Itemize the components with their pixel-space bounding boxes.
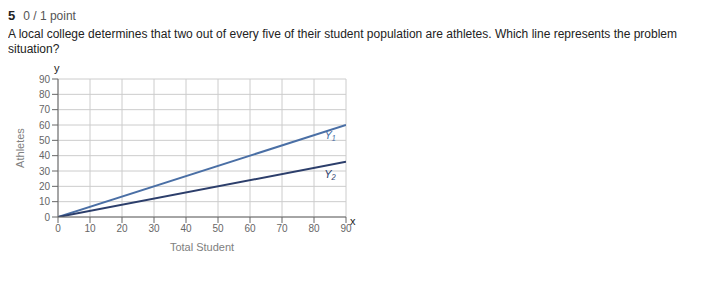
html-text:x: x — [350, 215, 356, 227]
html-text:A local college determines tha: A local college determines that two out … — [8, 27, 677, 56]
html-text:0 / 1 point: 0 / 1 point — [23, 8, 76, 23]
html-text:5: 5 — [8, 8, 16, 23]
svg-text:60: 60 — [244, 223, 256, 234]
svg-text:20: 20 — [39, 181, 51, 192]
svg-text:70: 70 — [276, 223, 288, 234]
svg-text:Athletes: Athletes — [14, 128, 26, 168]
svg-text:Y₂: Y₂ — [324, 168, 336, 180]
svg-text:30: 30 — [148, 223, 160, 234]
svg-text:80: 80 — [308, 223, 320, 234]
svg-text:20: 20 — [116, 223, 128, 234]
svg-text:0: 0 — [44, 212, 50, 223]
html-text:y: y — [54, 62, 60, 74]
svg-text:Total Student: Total Student — [170, 241, 234, 253]
svg-text:Y₁: Y₁ — [325, 129, 336, 141]
svg-text:80: 80 — [39, 89, 51, 100]
svg-text:60: 60 — [39, 120, 51, 131]
svg-text:40: 40 — [39, 150, 51, 161]
svg-text:10: 10 — [84, 223, 96, 234]
svg-text:10: 10 — [39, 196, 51, 207]
svg-text:90: 90 — [39, 74, 51, 85]
svg-text:0: 0 — [55, 223, 61, 234]
svg-text:90: 90 — [340, 223, 352, 235]
svg-text:30: 30 — [39, 166, 51, 177]
svg-text:70: 70 — [39, 104, 51, 115]
svg-text:50: 50 — [39, 135, 51, 146]
svg-text:40: 40 — [180, 223, 192, 234]
svg-text:50: 50 — [212, 223, 224, 234]
